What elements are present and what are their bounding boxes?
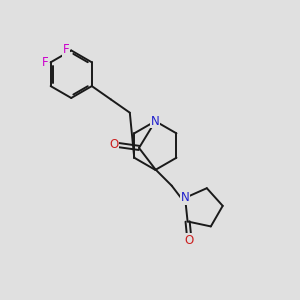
Text: F: F <box>63 43 69 56</box>
Text: O: O <box>109 138 119 152</box>
Text: N: N <box>181 191 190 204</box>
Text: N: N <box>151 115 160 128</box>
Text: F: F <box>41 56 48 69</box>
Text: O: O <box>184 234 194 247</box>
